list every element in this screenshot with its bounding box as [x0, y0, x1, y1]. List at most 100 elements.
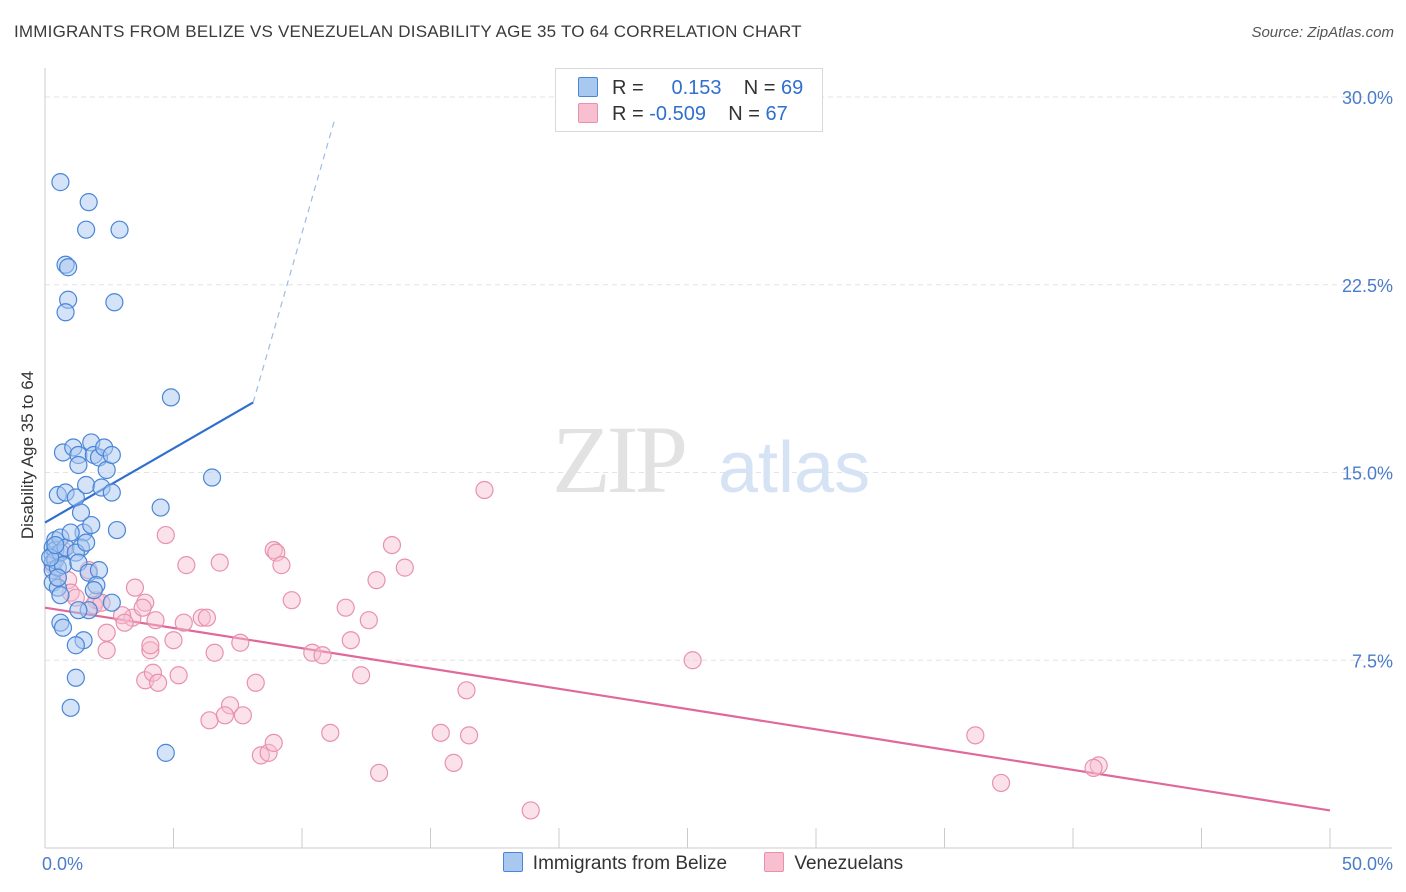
point-venezuela	[164, 631, 183, 650]
points-belize	[41, 173, 222, 762]
legend-r-value: 0.153	[671, 77, 722, 99]
point-venezuela	[1084, 758, 1103, 777]
point-venezuela	[1089, 756, 1108, 775]
point-venezuela	[966, 726, 985, 745]
point-belize	[156, 743, 175, 762]
point-venezuela	[382, 535, 402, 555]
bottom-legend-swatch-belize	[502, 852, 523, 872]
point-belize	[61, 523, 80, 542]
point-belize	[161, 388, 181, 407]
point-venezuela	[215, 706, 234, 725]
point-belize	[110, 220, 129, 239]
y-axis-label: Disability Age 35 to 64	[18, 371, 37, 539]
point-venezuela	[205, 643, 224, 662]
watermark: ZIP atlas	[552, 406, 870, 513]
point-belize	[53, 618, 73, 637]
watermark-zip: ZIP	[552, 406, 685, 513]
legend-r-label: R =	[612, 103, 644, 125]
point-belize	[102, 445, 121, 465]
points-venezuela	[43, 480, 1108, 820]
point-belize	[77, 475, 96, 495]
trend-line-venezuela	[44, 606, 1331, 812]
chart-title: IMMIGRANTS FROM BELIZE VS VENEZUELAN DIS…	[14, 22, 802, 41]
point-belize	[46, 535, 65, 555]
point-belize	[97, 460, 116, 480]
point-venezuela	[231, 633, 250, 652]
point-belize	[51, 586, 70, 605]
point-venezuela	[475, 480, 494, 500]
point-venezuela	[459, 726, 479, 745]
point-venezuela	[177, 556, 196, 575]
point-venezuela	[141, 641, 160, 660]
x-tick-labels: 0.0% 50.0%	[42, 854, 1393, 874]
bottom-legend-venezuela: Venezuelans	[764, 852, 903, 875]
point-venezuela	[136, 593, 155, 612]
point-belize	[69, 455, 88, 475]
legend-swatch-venezuela	[578, 103, 598, 123]
point-venezuela	[272, 556, 291, 575]
y-tick-label: 22.5%	[1342, 276, 1393, 296]
point-venezuela	[264, 541, 283, 560]
legend-n-value: 69	[781, 77, 804, 99]
point-belize	[69, 601, 88, 620]
point-belize	[102, 483, 121, 502]
point-venezuela	[97, 623, 116, 642]
legend-r-value: -0.509	[649, 103, 706, 125]
point-venezuela	[174, 613, 193, 632]
point-venezuela	[125, 578, 145, 597]
bottom-legend: Immigrants from Belize Venezuelans	[0, 852, 1406, 875]
point-belize	[71, 503, 91, 522]
point-venezuela	[146, 611, 165, 630]
point-belize	[48, 568, 67, 587]
point-venezuela	[169, 666, 188, 685]
point-venezuela	[321, 723, 340, 742]
legend-row-belize: R = 0.153 N = 69	[578, 77, 803, 101]
y-tick-label: 15.0%	[1342, 464, 1393, 484]
bottom-legend-label-venezuela: Venezuelans	[794, 853, 904, 874]
point-venezuela	[133, 598, 152, 617]
trend-line-belize-extension	[252, 116, 336, 403]
point-venezuela	[156, 525, 175, 545]
legend-swatch-belize	[578, 77, 598, 97]
point-venezuela	[359, 611, 378, 630]
point-venezuela	[370, 763, 389, 783]
point-venezuela	[367, 571, 386, 590]
trend-venezuela	[44, 606, 1331, 812]
legend-r-label: R =	[612, 77, 644, 99]
point-belize	[105, 293, 124, 312]
point-venezuela	[246, 673, 265, 692]
point-belize	[77, 220, 96, 239]
y-tick-labels: 7.5% 15.0% 22.5% 30.0%	[1342, 88, 1393, 671]
axes	[44, 68, 1392, 849]
bottom-legend-label-belize: Immigrants from Belize	[532, 853, 728, 874]
point-belize	[66, 636, 85, 655]
point-venezuela	[200, 711, 219, 730]
point-venezuela	[352, 666, 371, 685]
point-belize	[107, 520, 127, 540]
legend-n-value: 67	[765, 103, 788, 125]
point-belize	[66, 668, 85, 687]
point-venezuela	[115, 613, 134, 632]
point-belize	[77, 533, 96, 552]
point-venezuela	[457, 681, 476, 700]
bottom-legend-belize: Immigrants from Belize	[502, 852, 728, 875]
x-tick-label: 0.0%	[42, 854, 83, 874]
point-venezuela	[220, 696, 240, 715]
point-venezuela	[336, 598, 355, 617]
y-tick-label: 7.5%	[1352, 651, 1393, 671]
point-belize	[151, 498, 170, 517]
point-venezuela	[259, 743, 278, 762]
x-tick-label: 50.0%	[1342, 854, 1393, 874]
point-venezuela	[143, 663, 163, 682]
bottom-legend-swatch-venezuela	[764, 852, 785, 872]
point-belize	[61, 698, 80, 717]
legend-row-venezuela: R = -0.509 N = 67	[578, 103, 788, 127]
legend: R = 0.153 N = 69 R = -0.509 N = 67	[555, 68, 823, 132]
point-belize	[51, 173, 70, 192]
point-venezuela	[444, 753, 463, 772]
point-venezuela	[282, 591, 301, 610]
point-venezuela	[141, 636, 160, 655]
legend-n-label: N =	[728, 103, 760, 125]
point-venezuela	[197, 608, 217, 627]
point-venezuela	[210, 553, 229, 572]
